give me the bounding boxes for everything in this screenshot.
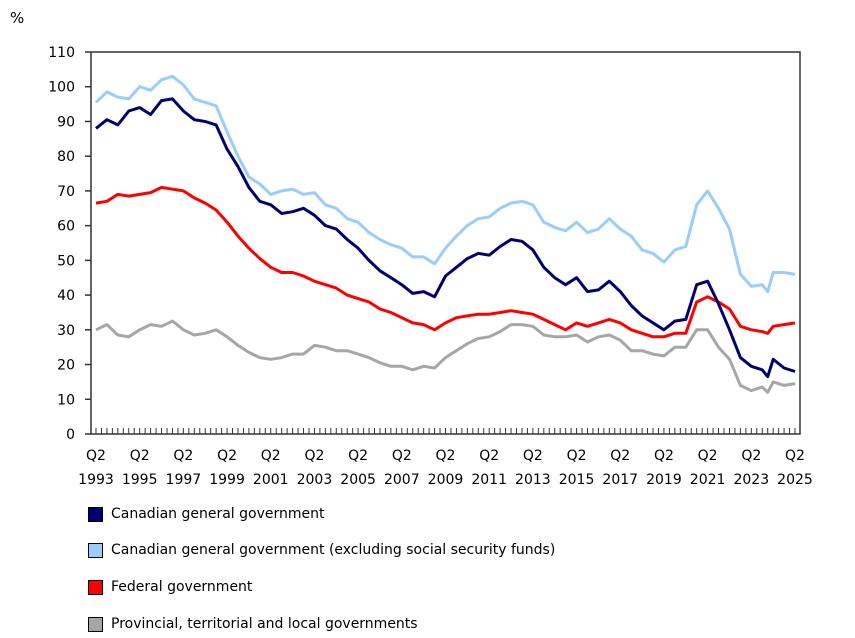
- x-tick-label-quarter: Q2: [698, 448, 718, 464]
- x-tick-label-year: 2021: [690, 472, 726, 488]
- legend-label: Canadian general government (excluding s…: [111, 542, 556, 558]
- x-tick-label-quarter: Q2: [261, 448, 281, 464]
- legend-label: Canadian general government: [111, 506, 325, 522]
- series-line-2: [95, 185, 796, 339]
- y-tick-label: 110: [48, 45, 75, 61]
- legend-item: Canadian general government (excluding s…: [88, 542, 555, 558]
- y-tick-label: 100: [48, 80, 75, 96]
- x-tick-label-year: 2013: [515, 472, 551, 488]
- x-tick-label-quarter: Q2: [217, 448, 237, 464]
- y-tick-label: 40: [57, 288, 75, 304]
- y-tick-label: 50: [57, 253, 75, 269]
- x-tick-label-year: 1993: [78, 472, 114, 488]
- legend-swatch: [88, 542, 103, 558]
- line-chart: 0 10 20 30 40 50 60 70 80 90 100 110 Q2 1993 Q2 1995 Q2 1…: [48, 45, 813, 488]
- x-tick-label-year: 1995: [122, 472, 158, 488]
- x-tick-label-quarter: Q2: [392, 448, 412, 464]
- y-tick-label: 70: [57, 184, 75, 200]
- x-tick-label-year: 2015: [559, 472, 595, 488]
- y-tick-label: 0: [66, 427, 75, 443]
- y-tick-label: 80: [57, 149, 75, 165]
- series-line-0: [95, 97, 796, 379]
- legend-label: Federal government: [111, 579, 253, 595]
- x-tick-label-quarter: Q2: [86, 448, 106, 464]
- x-tick-label-year: 2023: [733, 472, 769, 488]
- x-tick-label-year: 2019: [646, 472, 682, 488]
- x-tick-label-year: 1997: [166, 472, 202, 488]
- x-tick-label-quarter: Q2: [304, 448, 324, 464]
- y-tick-label: 90: [57, 114, 75, 130]
- y-tick-label: 20: [57, 358, 75, 374]
- x-tick-label-year: 2011: [471, 472, 507, 488]
- legend-swatch: [88, 579, 103, 595]
- x-tick-label-quarter: Q2: [479, 448, 499, 464]
- x-tick-label-year: 2009: [428, 472, 464, 488]
- legend-label: Provincial, territorial and local govern…: [111, 616, 418, 632]
- plot-frame: [90, 51, 801, 435]
- x-tick-label-quarter: Q2: [436, 448, 456, 464]
- x-tick-label-quarter: Q2: [130, 448, 150, 464]
- x-tick-label-year: 2007: [384, 472, 420, 488]
- legend-item: Federal government: [88, 579, 252, 595]
- x-tick-label-quarter: Q2: [173, 448, 193, 464]
- x-tick-label-year: 2001: [253, 472, 289, 488]
- x-tick-label-quarter: Q2: [785, 448, 805, 464]
- x-tick-label-quarter: Q2: [348, 448, 368, 464]
- series-line-1: [94, 74, 796, 294]
- y-axis-unit-label: %: [10, 9, 25, 27]
- x-tick-label-quarter: Q2: [654, 448, 674, 464]
- y-tick-label: 30: [57, 323, 75, 339]
- y-tick-label: 60: [57, 219, 75, 235]
- x-tick-label-quarter: Q2: [523, 448, 543, 464]
- series-line-3: [95, 319, 796, 394]
- legend-swatch: [88, 616, 103, 632]
- x-tick-label-quarter: Q2: [610, 448, 630, 464]
- x-tick-label-quarter: Q2: [741, 448, 761, 464]
- x-tick-label-year: 2017: [602, 472, 638, 488]
- x-tick-label-year: 2025: [777, 472, 813, 488]
- x-tick-label-year: 2005: [340, 472, 376, 488]
- legend-item: Provincial, territorial and local govern…: [88, 616, 418, 632]
- legend-item: Canadian general government: [88, 506, 325, 522]
- x-tick-label-year: 1999: [209, 472, 245, 488]
- x-tick-label-quarter: Q2: [567, 448, 587, 464]
- x-tick-label-year: 2003: [297, 472, 333, 488]
- y-tick-label: 10: [57, 392, 75, 408]
- legend-swatch: [88, 506, 103, 522]
